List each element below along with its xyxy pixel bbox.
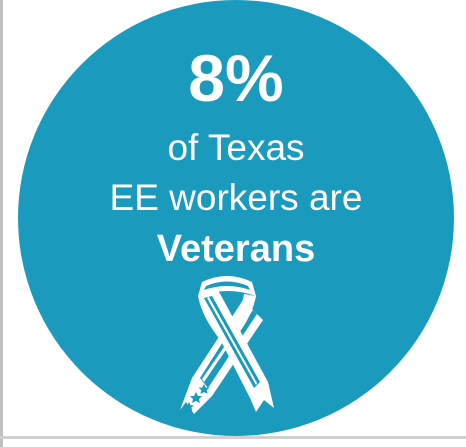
stat-value: 8% [188, 41, 284, 115]
stat-caption-emphasis: Veterans [156, 228, 316, 270]
stat-caption-line-1: of Texas [167, 127, 305, 168]
left-divider [0, 0, 3, 447]
veterans-ribbon-icon [180, 276, 274, 414]
stat-caption-line-2: EE workers are [109, 177, 363, 218]
bottom-divider [0, 436, 466, 439]
